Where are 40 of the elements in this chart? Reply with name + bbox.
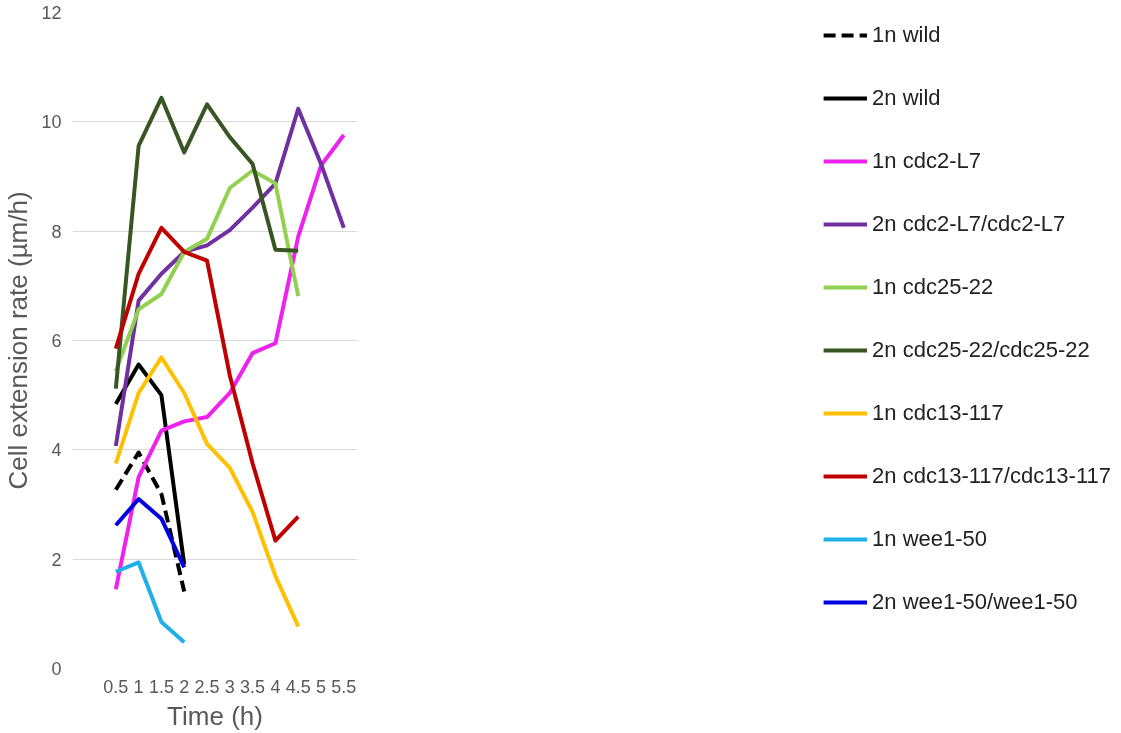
y-tick-label: 4 <box>51 440 62 461</box>
line-series <box>113 132 346 592</box>
x-tick-label: 3.5 <box>240 676 266 697</box>
line-series <box>113 95 301 391</box>
line-series <box>113 450 187 594</box>
line-series <box>113 355 301 629</box>
legend-label: 1n wild <box>872 22 941 48</box>
legend-label: 1n cdc2-L7 <box>872 148 981 174</box>
legend-label: 2n cdc2-L7/cdc2-L7 <box>872 211 1066 237</box>
x-tick-label: 4.5 <box>285 676 311 697</box>
line-series <box>113 168 301 374</box>
x-tick-label: 5 <box>316 676 327 697</box>
legend-label: 2n cdc25-22/cdc25-22 <box>872 337 1090 363</box>
legend-label: 1n cdc13-117 <box>872 400 1004 426</box>
line-series <box>113 560 187 645</box>
legend-label: 2n wee1-50/wee1-50 <box>872 589 1078 615</box>
x-tick-label: 2.5 <box>194 676 220 697</box>
y-tick-label: 0 <box>51 659 62 679</box>
line-series <box>113 497 187 570</box>
line-series <box>113 225 301 543</box>
y-tick-label: 10 <box>41 112 62 133</box>
x-tick-label: 5.5 <box>331 676 357 697</box>
x-tick-label: 1.5 <box>148 676 174 697</box>
line-series <box>113 362 187 567</box>
legend-label: 1n cdc25-22 <box>872 274 994 300</box>
line-series <box>113 106 346 449</box>
y-axis-title: Cell extension rate (µm/h) <box>3 191 34 490</box>
legend-label: 2n cdc13-117/cdc13-117 <box>872 463 1111 489</box>
x-tick-label: 4 <box>270 676 281 697</box>
y-tick-label: 12 <box>41 3 62 23</box>
x-tick-label: 1 <box>133 676 144 697</box>
x-tick-label: 3 <box>224 676 235 697</box>
x-tick-label: 2 <box>179 676 190 697</box>
x-axis-title: Time (h) <box>167 700 263 731</box>
legend-label: 1n wee1-50 <box>872 526 988 552</box>
legend-label: 2n wild <box>872 85 941 111</box>
x-tick-label: 0.5 <box>103 676 129 697</box>
y-tick-label: 6 <box>51 331 62 351</box>
y-tick-label: 8 <box>51 221 62 242</box>
y-tick-label: 2 <box>51 549 62 570</box>
